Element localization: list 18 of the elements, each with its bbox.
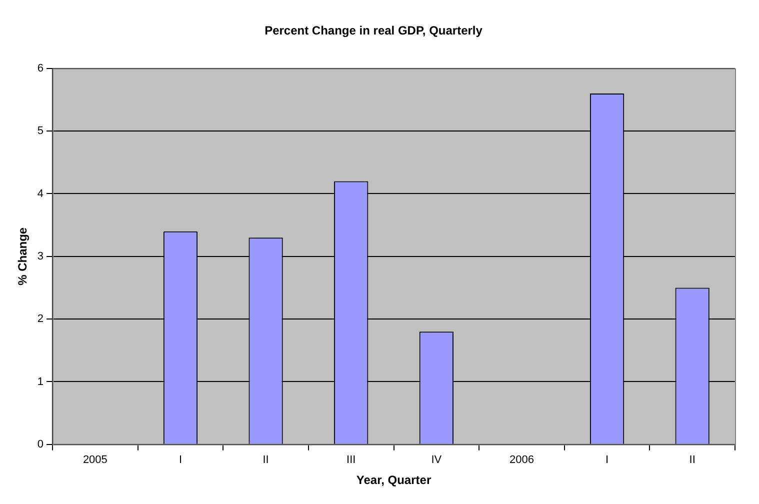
x-tick-label: I — [178, 454, 182, 466]
y-tick-label: 2 — [37, 313, 44, 326]
y-tick-label: 1 — [37, 376, 44, 388]
y-tick-label: 0 — [37, 438, 44, 450]
x-tick-label: IV — [431, 454, 442, 466]
x-tick-label: 2006 — [509, 454, 534, 466]
y-tick-label: 3 — [37, 250, 44, 262]
y-tick-label: 6 — [37, 62, 44, 74]
x-tick-label: II — [689, 454, 696, 466]
chart-title: Percent Change in real GDP, Quarterly — [264, 24, 483, 38]
x-tick-label: III — [346, 454, 356, 466]
x-tick-label: 2005 — [82, 454, 108, 466]
x-tick-label: II — [262, 454, 269, 466]
y-tick-label: 5 — [37, 125, 44, 138]
x-axis-title: Year, Quarter — [356, 473, 432, 488]
y-tick-label: 4 — [37, 188, 44, 200]
x-tick-label: I — [606, 454, 609, 466]
y-axis-title: % Change — [16, 227, 30, 286]
